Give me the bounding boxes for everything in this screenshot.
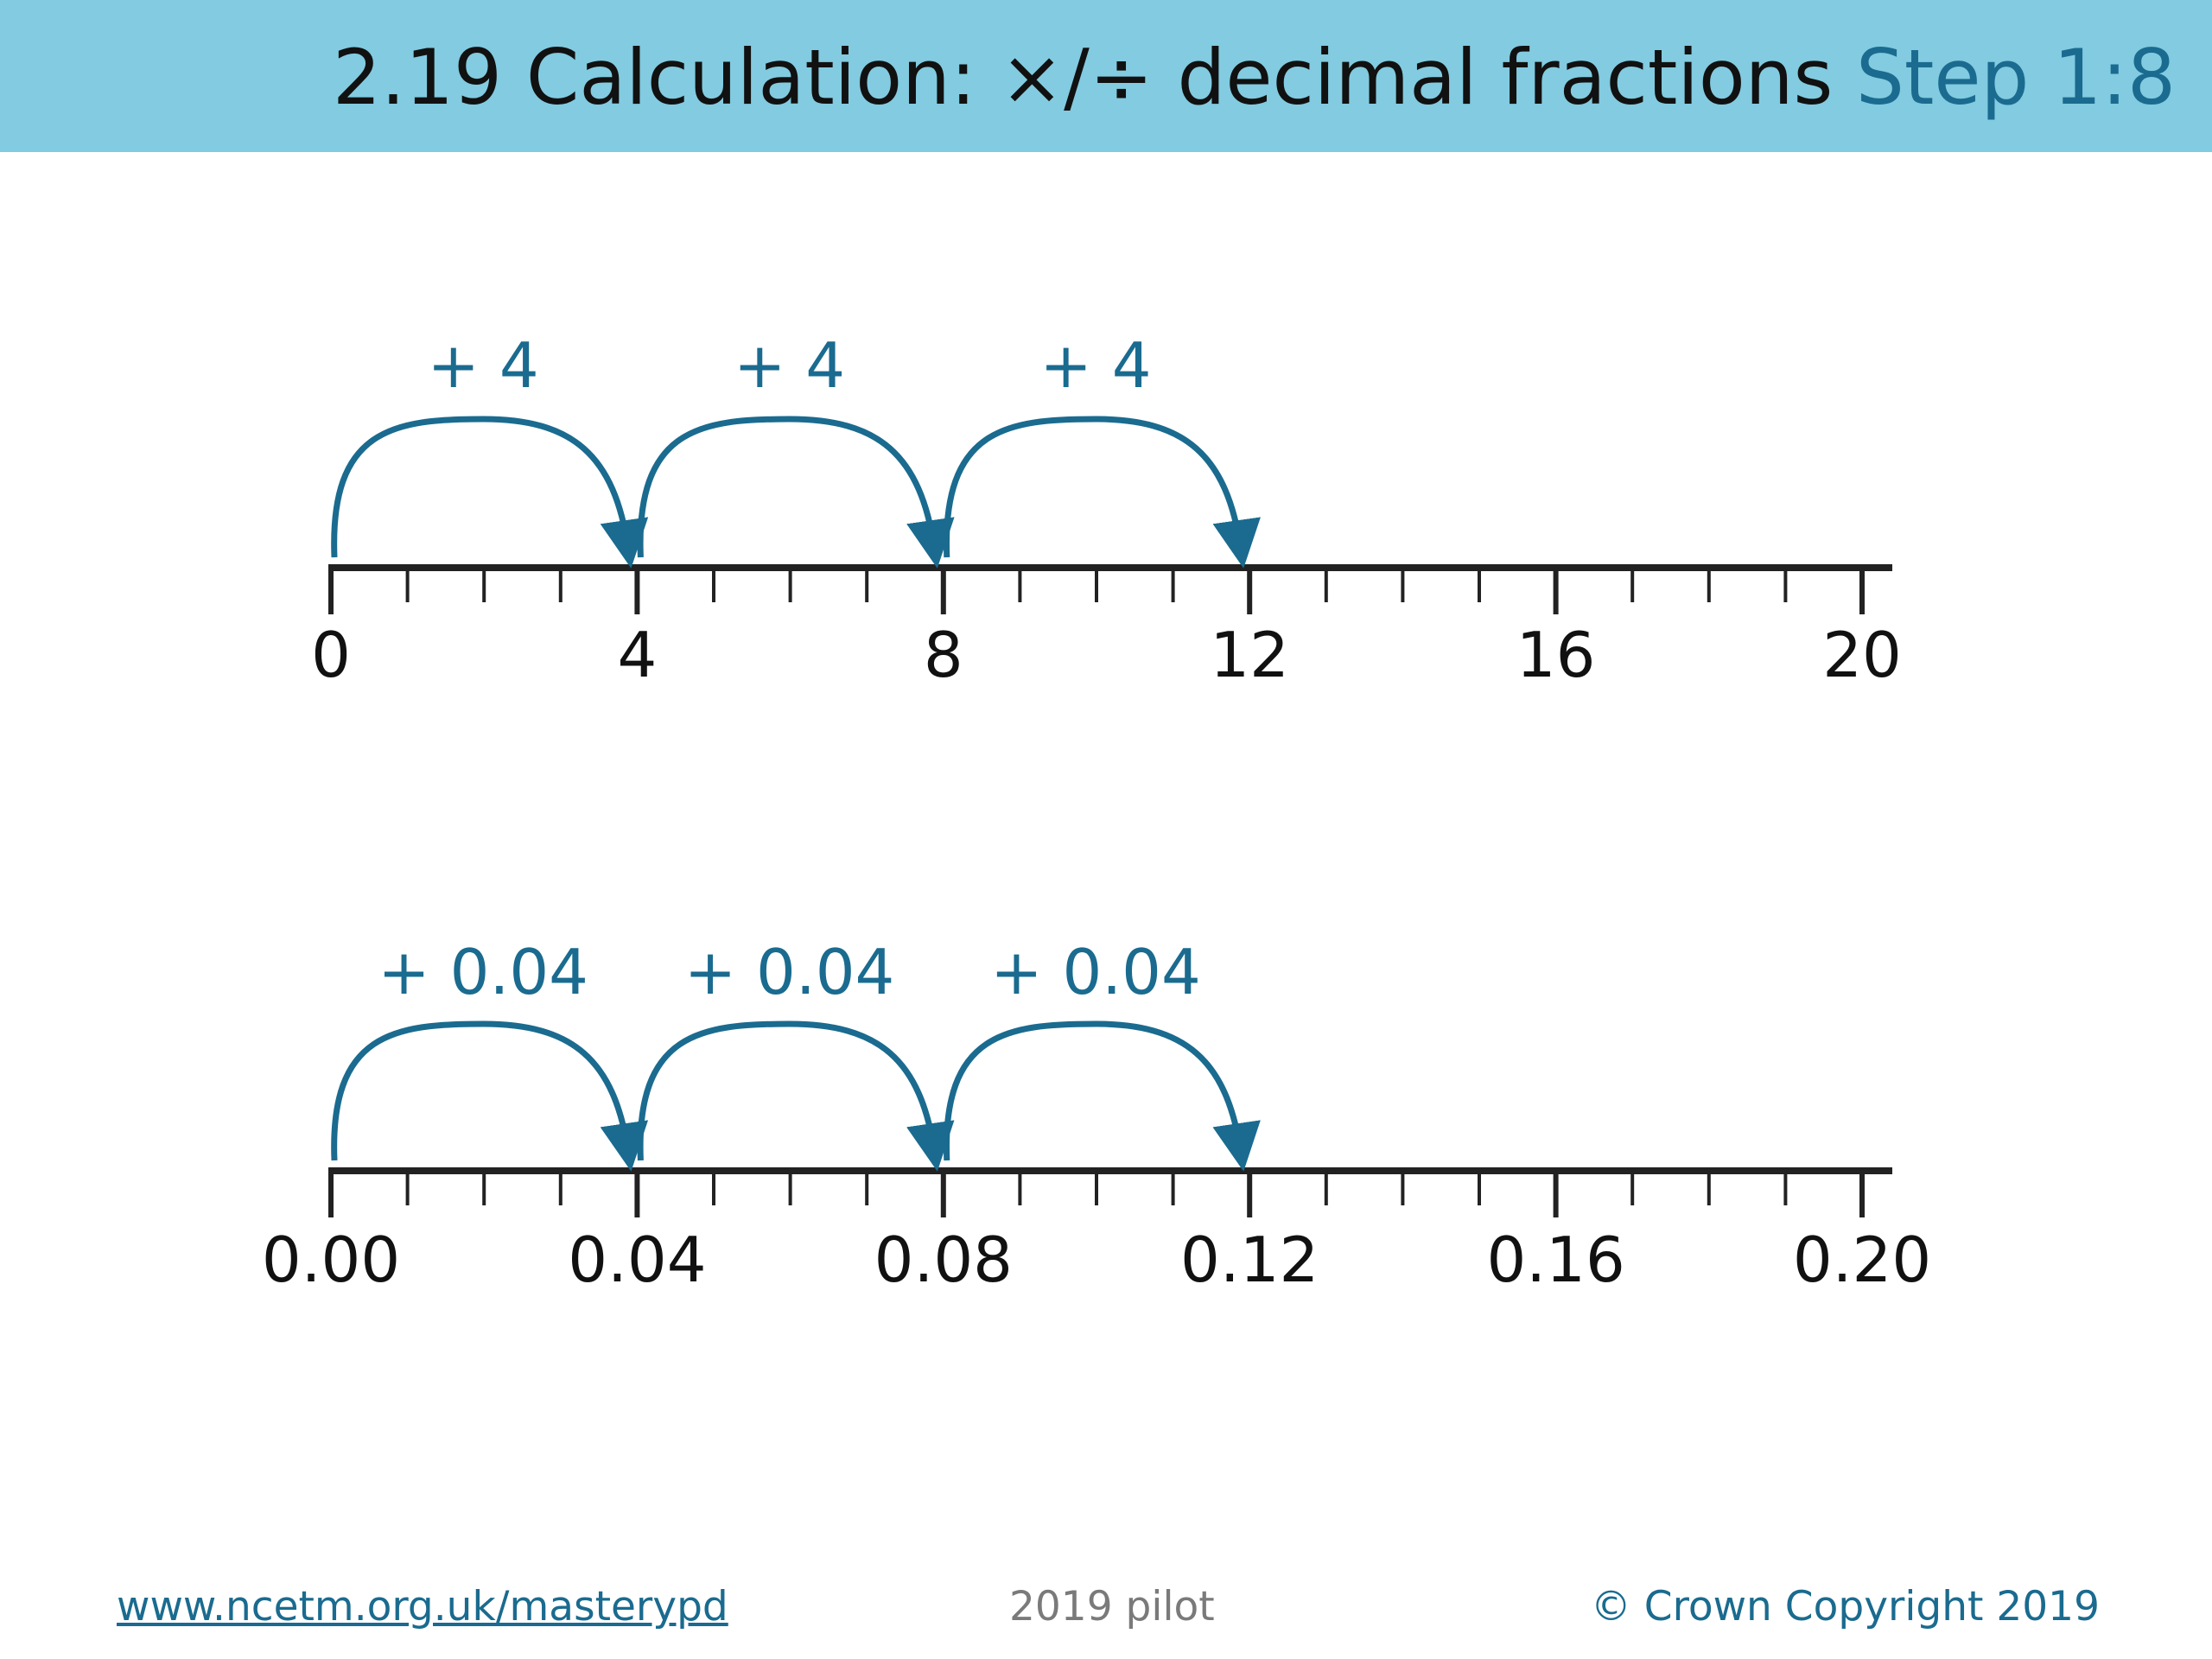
footer-pilot-label: 2019 pilot [1009, 1583, 1215, 1630]
jump-arrow [331, 416, 649, 569]
tick-label: 0.12 [1180, 1224, 1319, 1296]
jump-label: + 0.04 [378, 936, 588, 1008]
jump-arrow [637, 416, 955, 569]
jump-label: + 0.04 [990, 936, 1201, 1008]
footer-copyright: © Crown Copyright 2019 [1590, 1583, 2100, 1630]
number-line-decimal: 0.00 0.04 0.08 0.12 0.16 0.20 + 0.04 + 0.04 + 0.… [262, 936, 1931, 1296]
jump-label: + 0.04 [684, 936, 895, 1008]
tick-label: 0.16 [1486, 1224, 1624, 1296]
jump-arrow [944, 416, 1261, 569]
tick-label: 0.00 [262, 1224, 400, 1296]
number-line-whole: 0 4 8 12 16 20 + 4 + 4 + 4 [311, 329, 1902, 691]
jump-arrow [331, 1020, 649, 1172]
jump-label: + 4 [734, 329, 845, 402]
header-bar: 2.19 Calculation: ×/÷ decimal fractions … [0, 0, 2212, 152]
jump-arrow [637, 1020, 955, 1172]
tick-label: 8 [924, 619, 963, 691]
tick-label: 0.04 [568, 1224, 706, 1296]
tick-label: 20 [1822, 619, 1902, 691]
tick-label: 16 [1516, 619, 1596, 691]
footer-website-link[interactable]: www.ncetm.org.uk/masterypd [117, 1583, 728, 1630]
tick-label: 0.08 [874, 1224, 1013, 1296]
jump-label: + 4 [428, 329, 539, 402]
tick-label: 4 [617, 619, 657, 691]
step-indicator: Step 1:8 [1856, 33, 2176, 122]
tick-label: 0.20 [1793, 1224, 1931, 1296]
jump-label: + 4 [1039, 329, 1151, 402]
slide-title: 2.19 Calculation: ×/÷ decimal fractions [333, 33, 1834, 122]
tick-label: 0 [311, 619, 351, 691]
tick-label: 12 [1210, 619, 1289, 691]
jump-arrow [944, 1020, 1261, 1172]
